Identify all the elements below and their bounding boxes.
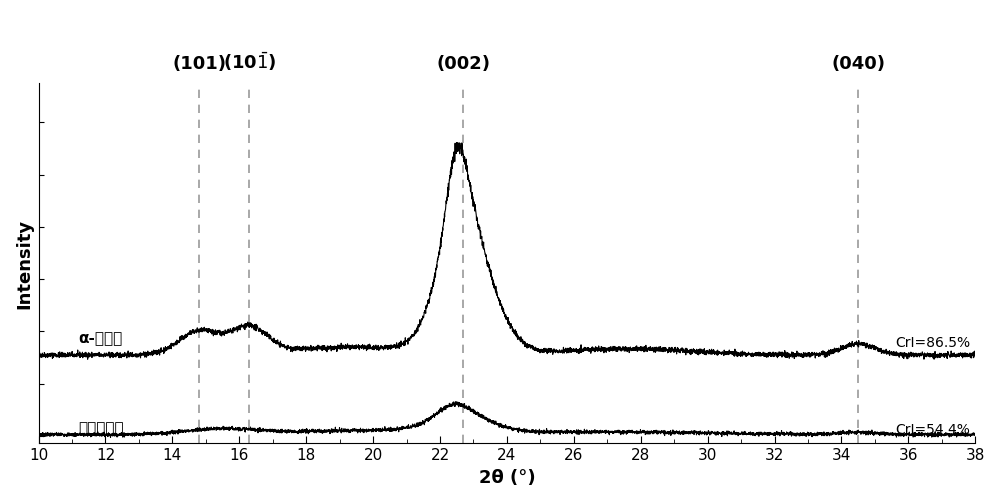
Text: (10$\bar{1}$): (10$\bar{1}$) <box>223 50 276 73</box>
Y-axis label: Intensity: Intensity <box>15 218 33 308</box>
Text: CrI=86.5%: CrI=86.5% <box>895 335 970 349</box>
Text: CrI=54.4%: CrI=54.4% <box>895 422 970 436</box>
Text: (101): (101) <box>172 55 226 73</box>
Text: α-纤维素: α-纤维素 <box>79 331 123 346</box>
Text: (040): (040) <box>831 55 885 73</box>
Text: 甲酸纤维素: 甲酸纤维素 <box>79 420 124 435</box>
X-axis label: 2θ (°): 2θ (°) <box>479 468 535 486</box>
Text: (002): (002) <box>436 55 490 73</box>
